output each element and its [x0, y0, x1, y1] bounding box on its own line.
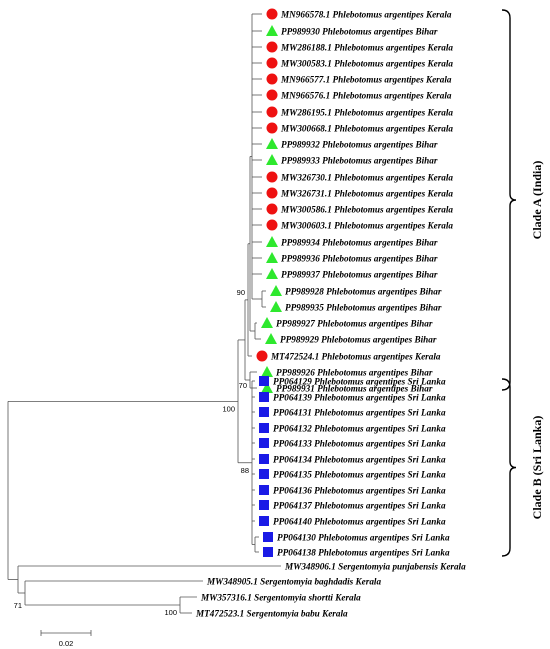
srilanka-square-marker [259, 454, 269, 464]
kerala-circle-marker [266, 8, 278, 20]
kerala-circle-marker [266, 187, 278, 199]
bihar-triangle-marker [270, 301, 282, 312]
taxon-label: PP989932 Phlebotomus argentipes Bihar [281, 139, 438, 149]
clade-brackets: Clade A (India) Clade B (Sri Lanka) [501, 9, 544, 557]
kerala-circle-marker [266, 41, 278, 53]
srilanka-square-marker [259, 500, 269, 510]
support-values: 90 70 100 88 71 100 [14, 288, 249, 617]
taxon-label: MN966578.1 Phlebotomus argentipes Kerala [280, 9, 452, 19]
taxon-label: PP064139 Phlebotomus argentipes Sri Lank… [273, 392, 446, 402]
bihar-triangle-marker [261, 382, 273, 393]
srilanka-square-marker [263, 547, 273, 557]
taxon-markers [256, 8, 282, 557]
clade-b-label: Clade B (Sri Lanka) [530, 416, 544, 520]
bihar-triangle-marker [261, 366, 273, 377]
bootstrap-value: 70 [239, 381, 247, 390]
taxon-label: PP989927 Phlebotomus argentipes Bihar [276, 318, 433, 328]
taxon-label: PP064137 Phlebotomus argentipes Sri Lank… [273, 500, 446, 510]
taxon-label: PP989934 Phlebotomus argentipes Bihar [281, 237, 438, 247]
srilanka-square-marker [263, 532, 273, 542]
kerala-circle-marker [266, 203, 278, 215]
taxon-label: PP989926 Phlebotomus argentipes Bihar [276, 367, 433, 377]
taxon-label: PP989931 Phlebotomus argentipes Bihar [276, 383, 433, 393]
taxon-label: MW348905.1 Sergentomyia baghdadis Kerala [206, 576, 381, 586]
bihar-triangle-marker [266, 25, 278, 36]
taxon-label: MN966577.1 Phlebotomus argentipes Kerala [280, 74, 452, 84]
taxon-label: MW300586.1 Phlebotomus argentipes Kerala [280, 204, 453, 214]
taxon-label: MT472523.1 Sergentomyia babu Kerala [195, 608, 348, 618]
kerala-circle-marker [266, 106, 278, 118]
taxon-label: MW300583.1 Phlebotomus argentipes Kerala [280, 58, 453, 68]
taxon-label: PP989935 Phlebotomus argentipes Bihar [285, 302, 442, 312]
taxon-label: PP989937 Phlebotomus argentipes Bihar [281, 269, 438, 279]
srilanka-square-marker [259, 407, 269, 417]
srilanka-square-marker [259, 423, 269, 433]
taxon-label: PP064134 Phlebotomus argentipes Sri Lank… [273, 454, 446, 464]
srilanka-square-marker [259, 438, 269, 448]
kerala-circle-marker [266, 122, 278, 134]
bihar-triangle-marker [266, 138, 278, 149]
clade-a-bracket [501, 9, 517, 391]
taxon-label: PP064129 Phlebotomus argentipes Sri Lank… [273, 376, 446, 386]
bihar-triangle-marker [266, 268, 278, 279]
srilanka-square-marker [259, 516, 269, 526]
kerala-circle-marker [266, 57, 278, 69]
kerala-circle-marker [266, 73, 278, 85]
bihar-triangle-marker [265, 333, 277, 344]
taxon-label: MW357316.1 Sergentomyia shortti Kerala [200, 592, 361, 602]
taxon-label: MW300603.1 Phlebotomus argentipes Kerala [280, 220, 453, 230]
taxon-label: PP064140 Phlebotomus argentipes Sri Lank… [273, 516, 446, 526]
taxon-label: PP989936 Phlebotomus argentipes Bihar [281, 253, 438, 263]
taxon-label: MN966576.1 Phlebotomus argentipes Kerala [280, 90, 452, 100]
taxon-label: MW286188.1 Phlebotomus argentipes Kerala [280, 42, 453, 52]
kerala-circle-marker [266, 219, 278, 231]
taxon-label: PP989929 Phlebotomus argentipes Bihar [280, 334, 437, 344]
bihar-triangle-marker [266, 236, 278, 247]
taxon-label: MW286195.1 Phlebotomus argentipes Kerala [280, 107, 453, 117]
clade-a-label: Clade A (India) [530, 161, 544, 240]
taxon-label: MW300668.1 Phlebotomus argentipes Kerala [280, 123, 453, 133]
taxon-label: PP989928 Phlebotomus argentipes Bihar [285, 286, 442, 296]
bootstrap-value: 88 [241, 466, 249, 475]
bootstrap-value: 90 [237, 288, 245, 297]
taxon-labels: MN966578.1 Phlebotomus argentipes Kerala… [195, 9, 466, 618]
kerala-circle-marker [256, 350, 268, 362]
srilanka-square-marker [259, 376, 269, 386]
taxon-label: PP064135 Phlebotomus argentipes Sri Lank… [273, 469, 446, 479]
srilanka-square-marker [259, 469, 269, 479]
scale-bar-label: 0.02 [59, 639, 74, 648]
srilanka-square-marker [259, 485, 269, 495]
taxon-label: PP064138 Phlebotomus argentipes Sri Lank… [277, 547, 450, 557]
kerala-circle-marker [266, 89, 278, 101]
kerala-circle-marker [266, 171, 278, 183]
tree-branches [7, 13, 281, 614]
taxon-label: PP989933 Phlebotomus argentipes Bihar [281, 155, 438, 165]
taxon-label: MW348906.1 Sergentomyia punjabensis Kera… [284, 561, 466, 571]
taxon-label: PP064130 Phlebotomus argentipes Sri Lank… [277, 532, 450, 542]
taxon-label: MW326731.1 Phlebotomus argentipes Kerala [280, 188, 453, 198]
taxon-label: MW326730.1 Phlebotomus argentipes Kerala [280, 172, 453, 182]
taxon-label: PP064132 Phlebotomus argentipes Sri Lank… [273, 423, 446, 433]
taxon-label: PP989930 Phlebotomus argentipes Bihar [281, 26, 438, 36]
taxon-label: PP064131 Phlebotomus argentipes Sri Lank… [273, 407, 446, 417]
bihar-triangle-marker [266, 154, 278, 165]
bootstrap-value: 71 [14, 601, 22, 610]
taxon-label: PP064133 Phlebotomus argentipes Sri Lank… [273, 438, 446, 448]
bihar-triangle-marker [261, 317, 273, 328]
srilanka-square-marker [259, 392, 269, 402]
bootstrap-value: 100 [222, 404, 235, 413]
taxon-label: MT472524.1 Phlebotomus argentipes Kerala [270, 351, 441, 361]
clade-b-bracket [501, 378, 517, 557]
bihar-triangle-marker [266, 252, 278, 263]
taxon-label: PP064136 Phlebotomus argentipes Sri Lank… [273, 485, 446, 495]
bihar-triangle-marker [270, 285, 282, 296]
scale-bar: 0.02 [40, 630, 92, 648]
bootstrap-value: 100 [164, 608, 177, 617]
